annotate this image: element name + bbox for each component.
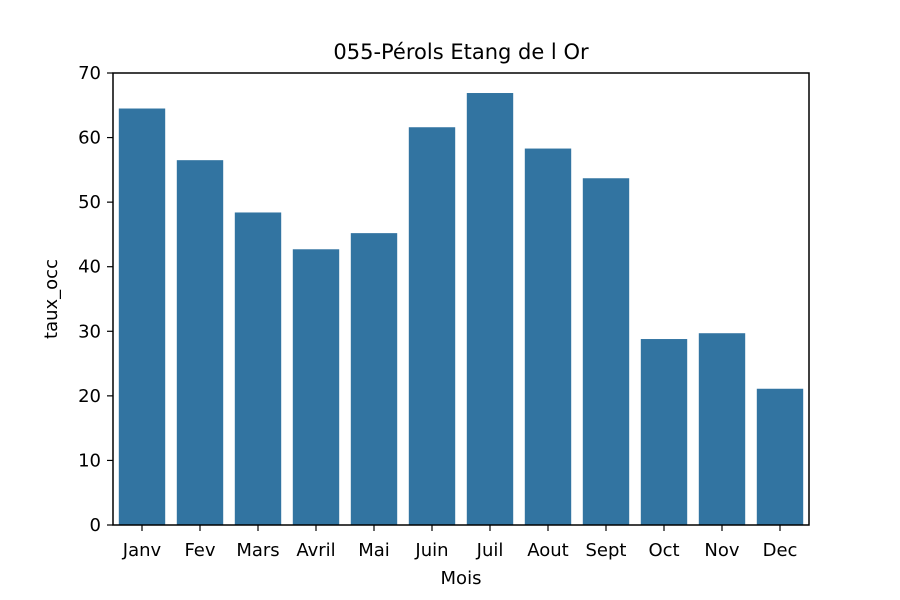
x-tick-label: Juin	[414, 540, 448, 561]
x-tick-label: Fev	[184, 540, 215, 561]
bar-nov	[698, 333, 746, 525]
x-tick-label: Mars	[236, 540, 279, 561]
x-tick-label: Oct	[648, 540, 679, 561]
bar-oct	[640, 339, 688, 525]
bar-juil	[466, 93, 514, 525]
y-tick-label: 0	[90, 515, 101, 536]
y-axis: 0 10 20 30 40 50 60 70	[78, 63, 113, 536]
bar-mai	[350, 233, 398, 525]
x-tick-label: Dec	[763, 540, 798, 561]
plot-frame	[112, 72, 810, 526]
bar-juin	[408, 127, 456, 526]
bars-group	[118, 93, 804, 526]
y-tick-label: 30	[78, 321, 101, 342]
x-tick-label: Mai	[358, 540, 390, 561]
y-tick-label: 70	[78, 63, 101, 84]
bar-janv	[118, 108, 166, 525]
x-axis-label: Mois	[441, 568, 482, 589]
chart-title: 055-Pérols Etang de l Or	[333, 40, 589, 64]
x-tick-label: Janv	[122, 540, 162, 561]
y-tick-label: 10	[78, 450, 101, 471]
y-tick-label: 40	[78, 257, 101, 278]
bar-mars	[234, 212, 282, 525]
y-tick-label: 60	[78, 128, 101, 149]
x-axis: Janv Fev Mars Avril Mai Juin Juil Aout Sept Oct No…	[122, 525, 798, 561]
bar-avril	[292, 249, 340, 525]
x-tick-label: Avril	[296, 540, 335, 561]
x-tick-label: Sept	[586, 540, 627, 561]
bar-aout	[524, 148, 572, 525]
x-tick-label: Nov	[704, 540, 739, 561]
bar-fev	[176, 160, 224, 525]
y-tick-label: 50	[78, 192, 101, 213]
y-tick-label: 20	[78, 386, 101, 407]
y-axis-label: taux_occ	[41, 259, 62, 339]
x-tick-label: Aout	[527, 540, 568, 561]
x-tick-label: Juil	[476, 540, 504, 561]
bar-sept	[582, 178, 630, 525]
bar-dec	[756, 388, 804, 525]
